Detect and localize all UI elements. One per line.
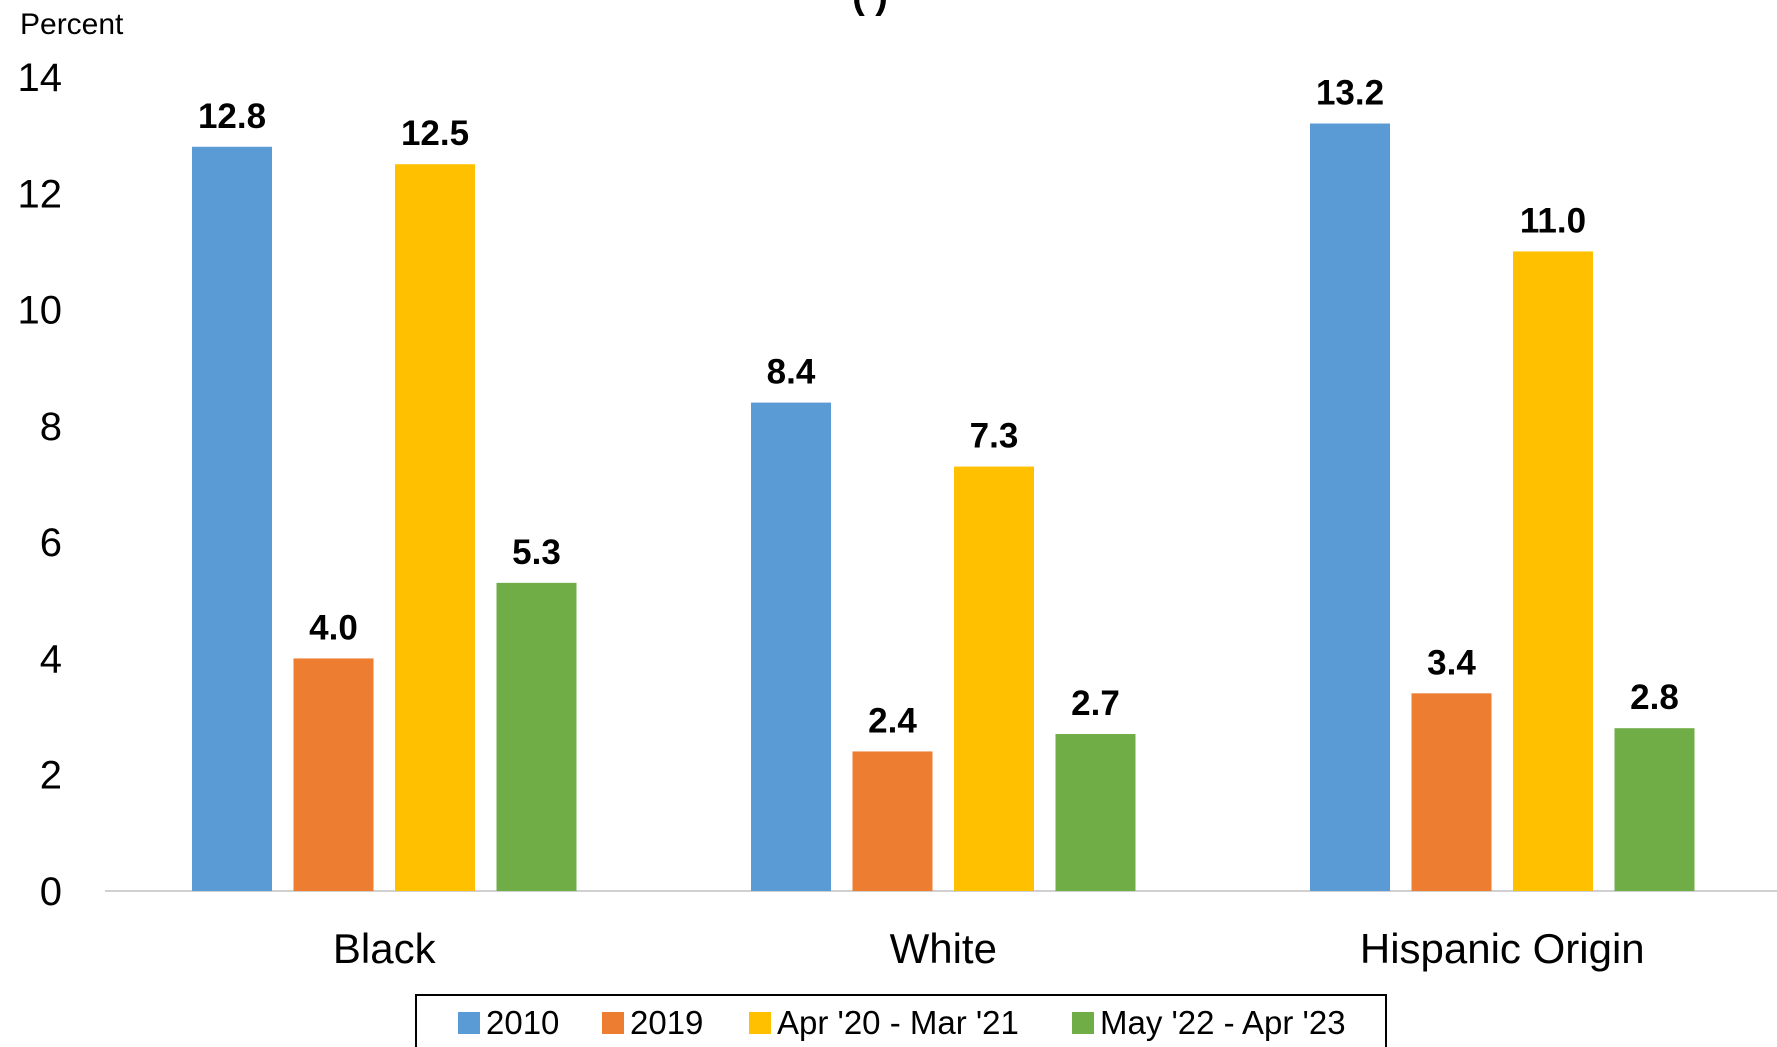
data-labels-group: 12.8 4.0 12.5 5.3 8.4 2.4 7.3 2.7 13.2 3.4 11.0 2.8 xyxy=(198,74,1679,741)
category-label: Black xyxy=(333,925,437,972)
bars-group xyxy=(192,123,1695,891)
data-label: 12.5 xyxy=(401,114,469,153)
legend-label: May '22 - Apr '23 xyxy=(1100,1004,1346,1041)
data-label: 3.4 xyxy=(1427,643,1476,682)
bar xyxy=(1310,123,1390,891)
y-tick-label: 14 xyxy=(18,56,63,100)
bar xyxy=(1411,693,1492,891)
y-axis-ticks: 0 2 4 6 8 10 12 14 xyxy=(18,56,63,914)
category-label: Hispanic Origin xyxy=(1360,925,1645,972)
legend-label: 2019 xyxy=(630,1004,703,1041)
bar xyxy=(192,146,272,891)
bar xyxy=(395,164,475,891)
data-label: 11.0 xyxy=(1520,201,1586,240)
bar xyxy=(496,582,577,891)
y-axis-label: Percent xyxy=(20,8,124,41)
y-tick-label: 4 xyxy=(40,637,62,681)
data-label: 2.8 xyxy=(1630,678,1679,717)
legend-swatch xyxy=(749,1012,771,1034)
category-label: White xyxy=(890,925,997,972)
data-label: 7.3 xyxy=(970,417,1019,456)
y-tick-label: 2 xyxy=(40,754,62,798)
data-label: 2.4 xyxy=(868,701,917,740)
bar xyxy=(852,751,933,891)
legend-box xyxy=(415,994,1387,1047)
bar xyxy=(1513,251,1593,891)
data-label: 8.4 xyxy=(767,353,816,392)
data-label: 4.0 xyxy=(309,608,358,647)
y-tick-label: 6 xyxy=(40,521,62,565)
y-tick-label: 8 xyxy=(40,405,62,449)
category-labels-group: Black White Hispanic Origin xyxy=(333,925,1645,972)
legend-label: Apr '20 - Mar '21 xyxy=(777,1004,1019,1041)
bar xyxy=(751,402,831,891)
data-label: 5.3 xyxy=(512,533,561,572)
legend-swatch xyxy=(602,1012,624,1034)
bar xyxy=(1055,734,1136,891)
bar xyxy=(954,466,1034,891)
y-tick-label: 10 xyxy=(18,289,63,333)
chart-title-fragment: ( ) xyxy=(852,0,888,17)
bar xyxy=(293,658,374,891)
data-label: 13.2 xyxy=(1316,74,1384,113)
data-label: 12.8 xyxy=(198,97,266,136)
y-tick-label: 0 xyxy=(40,870,62,914)
y-tick-label: 12 xyxy=(18,172,63,216)
data-label: 2.7 xyxy=(1071,684,1120,723)
legend-swatch xyxy=(1072,1012,1094,1034)
legend: 2010 2019 Apr '20 - Mar '21 May '22 - Apr '… xyxy=(415,994,1387,1047)
legend-label: 2010 xyxy=(486,1004,559,1041)
legend-swatch xyxy=(458,1012,480,1034)
bar xyxy=(1614,728,1695,891)
